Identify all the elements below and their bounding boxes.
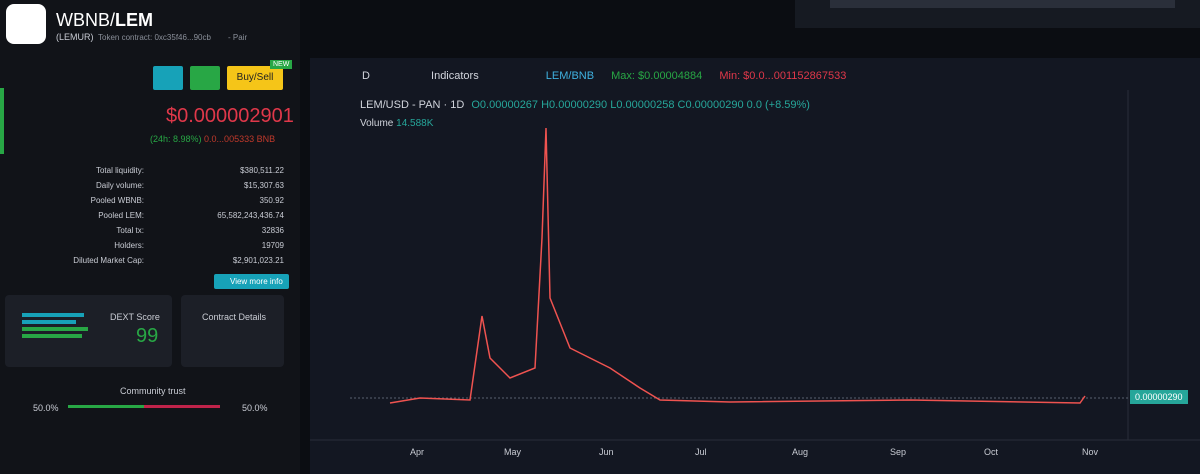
volume: Volume 14.588K <box>360 118 433 129</box>
contract-details: Contract Details <box>202 312 267 322</box>
trust-up: 50.0% <box>33 403 59 413</box>
price-change: (24h: 8.98%) 0.0...005333 BNB <box>150 134 275 144</box>
contract: Token contract: 0xc35f46...90cb <box>98 33 211 42</box>
stat-value: 32836 <box>261 226 284 235</box>
trust-bar <box>68 405 144 408</box>
trust-title: Community trust <box>120 386 186 396</box>
open: O0.00000267 <box>471 99 539 111</box>
view-more[interactable]: View more info <box>214 274 289 289</box>
stat-label: Diluted Market Cap: <box>73 256 144 265</box>
stat-label: Total tx: <box>116 226 144 235</box>
contract-card <box>181 295 284 367</box>
trust-bar <box>144 405 220 408</box>
stat-value: $380,511.22 <box>240 166 284 175</box>
stat-value: $15,307.63 <box>243 181 284 190</box>
pair: LEM/BNB <box>545 70 595 82</box>
x-tick-label: Nov <box>1082 447 1099 457</box>
pair-link[interactable]: - Pair <box>228 33 248 42</box>
trade-button[interactable]: Buy/Sell <box>227 66 283 90</box>
x-tick-label: Oct <box>984 447 999 457</box>
x-tick-label: Jul <box>695 447 707 457</box>
low: L0.00000258 <box>610 99 675 111</box>
stat-value: 350.92 <box>259 196 284 205</box>
indicators[interactable]: Indicators <box>431 70 479 82</box>
high: H0.00000290 <box>541 99 608 111</box>
stat-value: $2,901,023.21 <box>232 256 284 265</box>
price: $0.000002901 <box>166 105 294 127</box>
logo <box>6 4 46 44</box>
base: WBNB <box>56 10 110 30</box>
x-tick-label: May <box>504 447 522 457</box>
bnb: 0.0...005333 BNB <box>204 134 276 144</box>
x-tick-label: Aug <box>792 447 809 457</box>
score-bars <box>22 313 88 338</box>
max: Max: $0.00004884 <box>611 70 703 82</box>
chg: 0.0 (+8.59%) <box>746 99 810 111</box>
stat-label: Pooled LEM: <box>98 211 144 220</box>
plot <box>310 90 1200 441</box>
legend: LEM/USD - PAN · 1D O0.00000267 H0.000002… <box>360 99 810 111</box>
chart-panel <box>310 58 1200 474</box>
stat-label: Holders: <box>114 241 144 250</box>
volume-label: Volume <box>360 118 394 129</box>
trust-down: 50.0% <box>242 403 268 413</box>
stat-label: Total liquidity: <box>95 166 144 175</box>
stat-value: 65,582,243,436.74 <box>217 211 284 220</box>
legend-title: LEM/USD - PAN · 1D <box>360 99 465 111</box>
x-tick-label: Apr <box>410 447 425 457</box>
volume-value: 14.588K <box>396 118 434 129</box>
interval[interactable]: D <box>362 70 370 82</box>
x-tick-label: Jun <box>599 447 614 457</box>
price-shape <box>389 127 1086 404</box>
fav-button[interactable] <box>190 66 220 90</box>
search-box[interactable] <box>830 0 1175 8</box>
pair-title: WBNB/LEM <box>56 10 153 31</box>
badge: NEW <box>270 60 293 69</box>
stat-value: 19709 <box>261 241 284 250</box>
change: (24h: 8.98%) <box>150 134 202 144</box>
accent <box>0 88 4 154</box>
sep: / <box>110 10 116 30</box>
stat-label: Daily volume: <box>95 181 144 190</box>
token-name: (LEMUR) <box>56 32 94 42</box>
close: C0.00000290 <box>677 99 744 111</box>
last-price: 0.00000290 <box>1130 390 1188 404</box>
token: LEM <box>115 10 154 30</box>
share-button[interactable] <box>153 66 183 90</box>
x-tick-label: Sep <box>890 447 907 457</box>
score-label: DEXT Score <box>110 312 160 322</box>
search[interactable] <box>795 0 1200 28</box>
min: Min: $0.0...001152867533 <box>719 70 847 82</box>
toolbar: D Indicators LEM/BNB Max: $0.00004884 Mi… <box>362 70 846 82</box>
score-value: 99 <box>136 325 159 347</box>
stat-label: Pooled WBNB: <box>90 196 144 205</box>
